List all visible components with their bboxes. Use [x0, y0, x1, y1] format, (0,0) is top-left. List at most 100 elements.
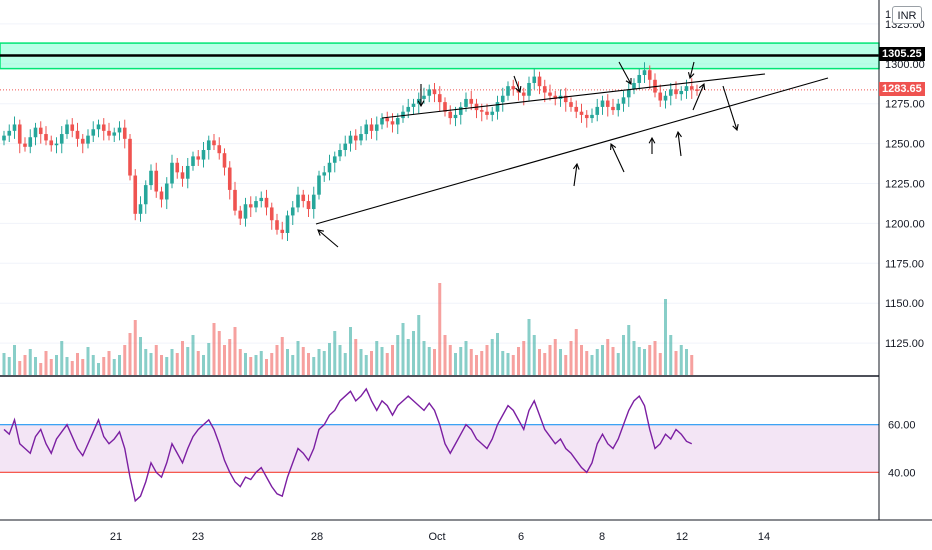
volume-bar	[160, 355, 163, 375]
volume-bar	[175, 353, 179, 375]
volume-bar	[396, 335, 400, 375]
volume-bar	[196, 351, 200, 375]
volume-bar	[212, 323, 216, 375]
candle-body	[59, 134, 64, 144]
volume-bar	[207, 343, 211, 375]
volume-bar	[317, 349, 321, 375]
arrow-shaft	[610, 143, 625, 173]
volume-bar	[312, 357, 316, 375]
candle-body	[563, 95, 568, 103]
volume-bar	[349, 327, 352, 375]
candle-body	[149, 170, 153, 186]
volume-bar	[55, 355, 58, 375]
volume-bar	[627, 325, 631, 375]
candle-body	[401, 111, 405, 119]
candle-body	[605, 100, 610, 107]
candle-body	[191, 156, 195, 166]
volume-bar	[548, 345, 552, 375]
candle-body	[311, 194, 316, 210]
volume-bar	[469, 349, 473, 375]
volume-bar	[569, 341, 573, 375]
rsi-tick-label: 60.00	[888, 420, 916, 432]
volume-bar	[406, 339, 410, 375]
currency-button[interactable]: INR	[892, 6, 922, 24]
volume-bar	[238, 349, 242, 375]
volume-bar	[70, 361, 74, 375]
volume-bar	[553, 339, 557, 375]
volume-bar	[385, 353, 389, 375]
candle-body	[154, 170, 159, 192]
candle-body	[490, 111, 495, 115]
candle-body	[369, 124, 374, 131]
candle-body	[647, 70, 652, 80]
volume-bar	[181, 341, 184, 375]
volume-bar	[580, 345, 583, 375]
volume-bar	[422, 341, 426, 375]
volume-bar	[559, 349, 562, 375]
volume-bar	[343, 353, 347, 375]
volume-bar	[249, 357, 253, 375]
volume-bar	[538, 349, 541, 375]
volume-bar	[286, 349, 289, 375]
candle-body	[406, 106, 411, 112]
candle-body	[437, 94, 442, 103]
volume-bar	[265, 359, 268, 375]
volume-bar	[606, 339, 610, 375]
volume-bar	[97, 363, 100, 375]
volume-bar	[165, 357, 169, 375]
candle-body	[569, 102, 573, 107]
volume-bar	[543, 353, 547, 375]
volume-bar	[296, 341, 300, 375]
candle-body	[495, 102, 500, 112]
volume-bar	[427, 347, 431, 375]
volume-bar	[616, 353, 620, 375]
volume-bar	[448, 345, 452, 375]
volume-bar	[412, 331, 415, 375]
candle-body	[212, 140, 216, 146]
candle-body	[458, 106, 463, 115]
candle-body	[243, 204, 248, 219]
candlesticks	[2, 62, 699, 241]
volume-bar	[154, 345, 158, 375]
candle-body	[185, 165, 190, 179]
volume-bar	[475, 355, 478, 375]
lower-trendline	[315, 77, 829, 225]
volume-bar	[191, 335, 195, 375]
candle-body	[301, 194, 306, 202]
volume-bar	[370, 351, 373, 375]
volume-bar	[133, 320, 137, 375]
candle-body	[275, 220, 279, 230]
time-axis-ticks: 21 23 28 Oct 6 8 12 14	[110, 531, 770, 543]
volume-bar	[118, 355, 121, 375]
candle-body	[642, 70, 647, 75]
volume-bar	[244, 353, 247, 375]
candle-body	[306, 201, 311, 210]
volume-bar	[574, 329, 578, 375]
candle-body	[12, 124, 17, 131]
candle-body	[574, 106, 579, 112]
volume-bar	[228, 339, 232, 375]
volume-bar	[7, 357, 11, 375]
time-tick-label: 21	[110, 531, 122, 543]
time-tick-label: 14	[758, 531, 770, 543]
candle-body	[201, 150, 206, 160]
candle-body	[542, 86, 547, 93]
volume-bar	[301, 347, 305, 375]
candle-body	[138, 204, 143, 214]
candle-body	[117, 127, 122, 133]
arrow-head	[732, 124, 739, 132]
volume-bar	[49, 359, 53, 375]
candle-body	[689, 86, 694, 90]
trendline-drawings	[315, 61, 829, 248]
volume-bar	[107, 351, 111, 375]
volume-bar	[585, 351, 589, 375]
candle-body	[143, 185, 148, 205]
price-tick-label: 1	[885, 9, 891, 21]
candle-body	[553, 95, 558, 99]
candle-body	[422, 95, 426, 99]
candle-body	[385, 118, 390, 122]
candle-body	[548, 92, 552, 96]
candle-body	[684, 86, 689, 91]
candle-body	[322, 172, 327, 176]
